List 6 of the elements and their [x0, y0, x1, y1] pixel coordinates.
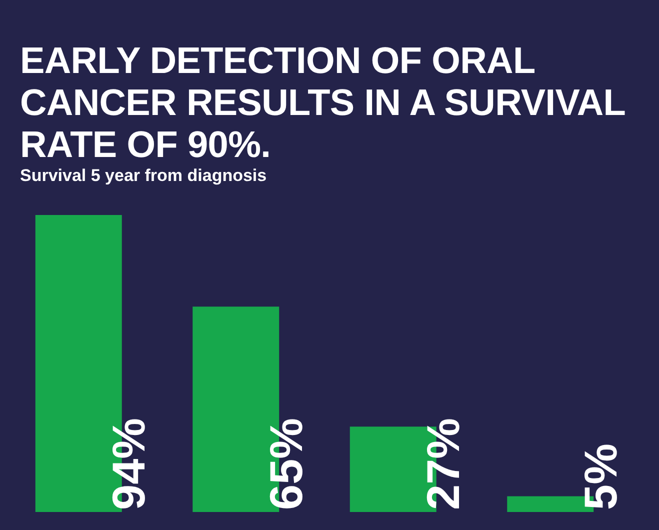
- data-label: 5%: [574, 444, 626, 510]
- chart-subtitle: Survival 5 year from diagnosis: [20, 166, 267, 186]
- data-label: 94%: [102, 418, 155, 510]
- chart-title: EARLY DETECTION OF ORAL CANCER RESULTS IN A SURVIVAL RATE OF 90%.: [20, 40, 626, 166]
- data-label: 65%: [260, 418, 312, 510]
- data-label: 27%: [417, 418, 470, 510]
